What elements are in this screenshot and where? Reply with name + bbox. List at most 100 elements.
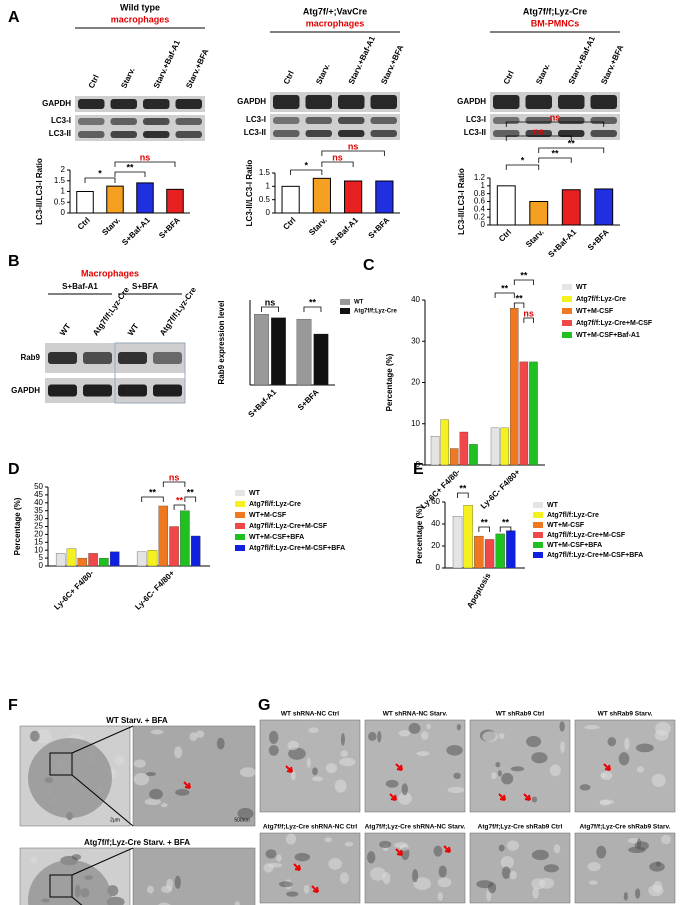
bar — [281, 185, 300, 214]
red-arrow — [603, 763, 611, 771]
em-texture — [71, 854, 82, 861]
bar — [484, 539, 495, 569]
legend-label: WT+M-CSF+BFA — [249, 534, 304, 541]
cell — [28, 738, 112, 818]
blot-band — [48, 384, 77, 397]
blot-background — [270, 127, 400, 140]
em-texture — [368, 731, 377, 741]
em-texture — [526, 735, 542, 748]
significance-label: ** — [502, 517, 510, 527]
em-texture — [628, 846, 646, 854]
bar — [88, 553, 98, 567]
red-arrow — [293, 863, 301, 871]
em-texture — [385, 779, 399, 788]
x-tick-label: S+Baf-A1 — [246, 387, 278, 419]
em-texture — [269, 730, 279, 744]
bar — [136, 182, 154, 214]
blot-band — [305, 130, 332, 137]
y-axis-label: Percentage (%) — [415, 506, 424, 564]
legend-label: Atg7f/f:Lyz-Cre+M-CSF — [576, 320, 653, 327]
bar — [469, 444, 478, 466]
y-tick-label: 0 — [266, 208, 271, 217]
blot-title: Atg7f/+;VavCre — [303, 6, 367, 16]
em-texture — [288, 747, 306, 760]
blot-band — [78, 131, 105, 138]
em-texture — [306, 757, 311, 768]
legend-label: Atg7fl/f:Lyz-Cre+M-CSF+BFA — [249, 545, 345, 552]
em-texture — [144, 798, 162, 806]
red-arrow — [523, 793, 531, 801]
y-tick-label: 2 — [61, 165, 66, 174]
legend-swatch — [235, 523, 245, 529]
legend-swatch — [533, 522, 543, 528]
blot-band — [143, 118, 170, 125]
blot-band — [305, 117, 332, 124]
em-texture — [195, 730, 205, 738]
lane-label: WT — [126, 322, 141, 337]
blot-background — [270, 92, 400, 112]
blot-band — [83, 384, 112, 397]
em-texture — [265, 849, 277, 859]
blot-band — [525, 95, 552, 109]
em-texture — [532, 887, 539, 899]
bar — [450, 448, 459, 466]
em-texture — [426, 723, 431, 730]
em-texture — [150, 729, 164, 735]
bar — [519, 361, 529, 466]
x-tick-label: S+BFA — [367, 215, 392, 240]
scale-bar: 2μm — [110, 817, 120, 823]
em-texture — [146, 772, 156, 777]
em-texture — [114, 756, 125, 766]
blot-band — [493, 130, 520, 137]
em-texture — [437, 877, 452, 888]
significance-label: ns — [523, 308, 534, 318]
significance-bracket — [114, 171, 146, 177]
bar — [594, 188, 614, 226]
blot-band — [558, 130, 585, 137]
x-tick-label: S+Baf-A1 — [120, 215, 152, 247]
y-axis-label: LC3-II/LC3-I Ratio — [35, 158, 44, 225]
em-texture — [438, 865, 447, 878]
y-tick-label: 40 — [431, 519, 440, 528]
blot-band — [558, 95, 585, 109]
y-tick-label: 1 — [266, 181, 271, 190]
x-tick-label: S+BFA — [586, 227, 611, 252]
y-axis-label: Rab9 expression level — [217, 300, 226, 384]
em-texture — [234, 901, 240, 905]
y-tick-label: 20 — [431, 541, 440, 550]
image-title: WT Starv. + BFA — [106, 716, 168, 725]
significance-label: ns — [265, 297, 276, 307]
bar — [312, 177, 331, 214]
y-tick-label: 60 — [431, 497, 440, 506]
legend-label: Atg7fl/f:Lyz-Cre+M-CSF — [249, 523, 328, 530]
bar — [495, 533, 505, 569]
blot-band — [525, 117, 552, 124]
y-tick-label: 0 — [61, 208, 66, 217]
y-tick-label: 45 — [34, 490, 43, 499]
lane-label: Atg7f/f;Lyz-Cre — [91, 285, 131, 337]
bar — [106, 185, 124, 214]
blot-band — [118, 352, 147, 364]
lane-label: Atg7f/f;Lyz-Cre — [158, 285, 198, 337]
em-texture — [413, 877, 432, 891]
legend-swatch — [562, 320, 572, 326]
y-tick-label: 20 — [411, 378, 420, 387]
em-texture — [446, 744, 463, 756]
em-texture — [398, 730, 411, 737]
significance-label: * — [521, 155, 525, 165]
legend-swatch — [562, 284, 572, 290]
em-texture — [651, 773, 666, 787]
panel-letter: A — [8, 9, 20, 26]
x-tick-label: Apoptosis — [465, 571, 493, 610]
significance-bracket — [494, 292, 515, 298]
rule — [71, 774, 134, 827]
em-texture — [531, 752, 548, 764]
y-tick-label: 20 — [34, 530, 43, 539]
y-tick-label: 15 — [34, 537, 43, 546]
x-tick-label: S+BFA — [157, 215, 182, 240]
x-tick-label: S+BFA — [296, 387, 321, 412]
blot-band — [338, 130, 365, 137]
x-tick-label: Ly-6C+ F4/80- — [52, 568, 95, 611]
significance-bracket — [513, 302, 525, 308]
